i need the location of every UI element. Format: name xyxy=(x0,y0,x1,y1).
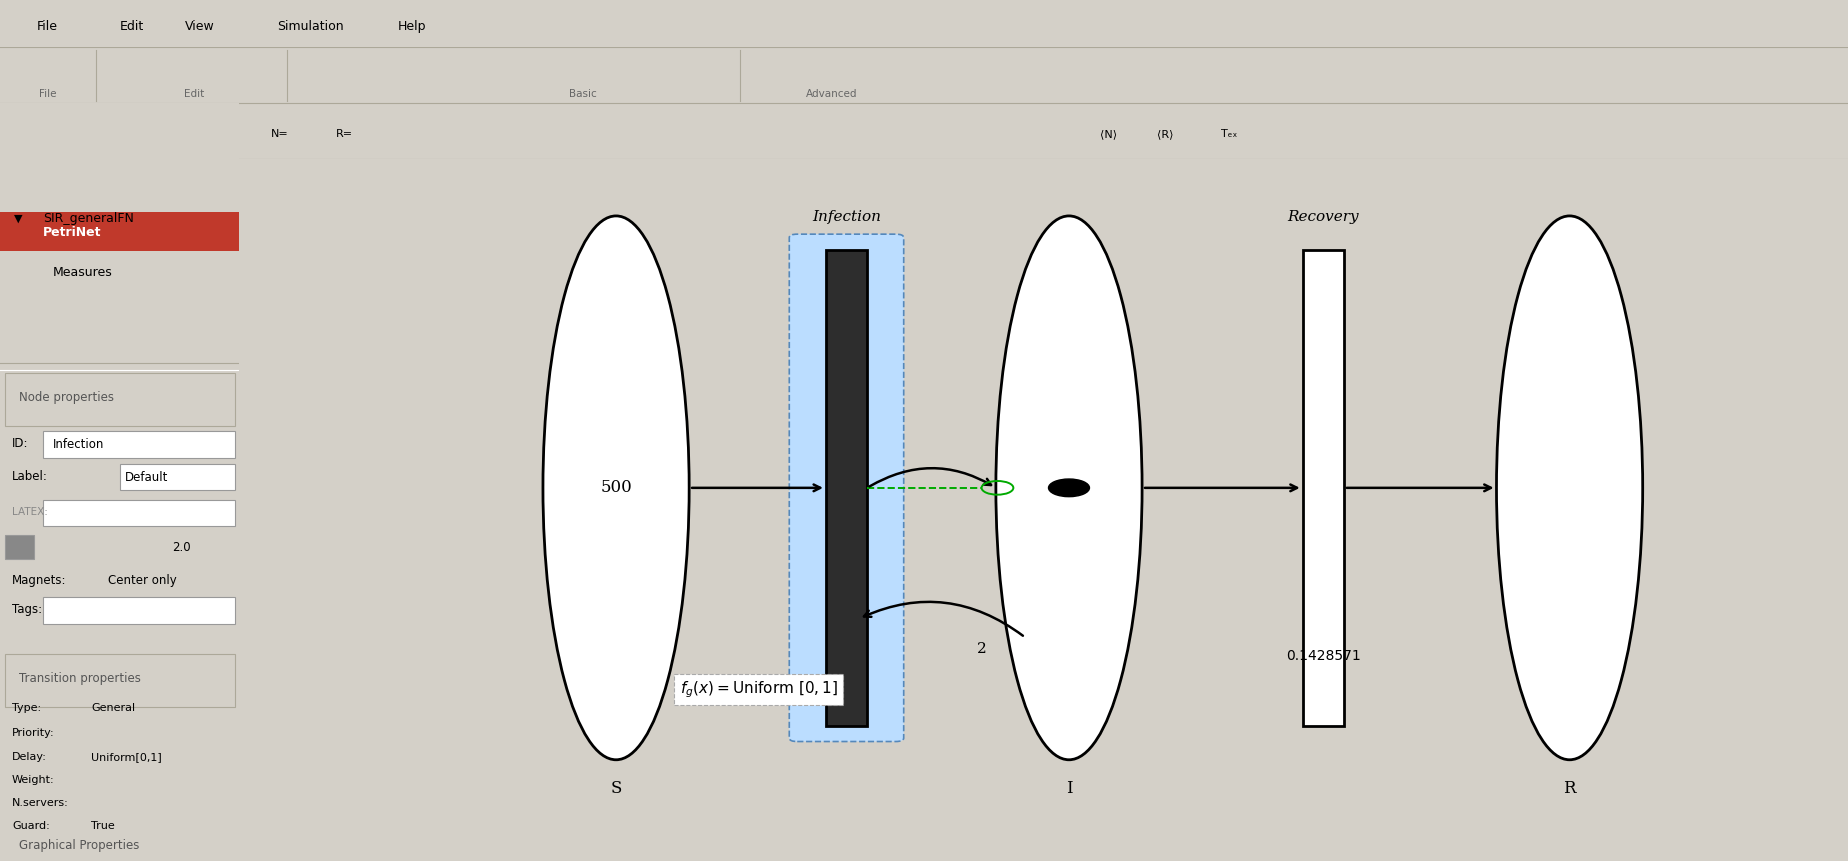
Text: ID:: ID: xyxy=(11,437,28,450)
FancyBboxPatch shape xyxy=(789,234,904,741)
Text: True: True xyxy=(91,821,115,831)
Text: Tags:: Tags: xyxy=(11,604,43,616)
Text: Infection: Infection xyxy=(811,210,880,224)
Text: Weight:: Weight: xyxy=(11,775,55,785)
Text: Tₑₓ: Tₑₓ xyxy=(1220,129,1236,139)
Text: I: I xyxy=(1064,780,1072,797)
Text: Node properties: Node properties xyxy=(18,392,115,405)
Text: ⟨R⟩: ⟨R⟩ xyxy=(1157,129,1172,139)
Text: Label:: Label: xyxy=(11,470,48,483)
Text: Edit: Edit xyxy=(120,20,144,33)
Text: Help: Help xyxy=(397,20,425,33)
Text: Basic: Basic xyxy=(567,89,597,99)
Ellipse shape xyxy=(543,216,689,759)
Bar xyxy=(43,430,235,457)
Text: Infection: Infection xyxy=(52,437,103,450)
Bar xyxy=(6,654,235,707)
Text: View: View xyxy=(185,20,214,33)
Bar xyxy=(1301,250,1343,726)
Text: Edit: Edit xyxy=(185,89,203,99)
Text: N.servers:: N.servers: xyxy=(11,798,68,808)
Ellipse shape xyxy=(996,216,1142,759)
Text: ⟨N⟩: ⟨N⟩ xyxy=(1100,129,1116,139)
Text: 2.0: 2.0 xyxy=(172,541,190,554)
Text: 2: 2 xyxy=(976,641,987,656)
Text: Transition properties: Transition properties xyxy=(18,672,140,685)
Text: Simulation: Simulation xyxy=(277,20,344,33)
Text: File: File xyxy=(37,20,57,33)
Bar xyxy=(826,250,867,726)
Text: Delay:: Delay: xyxy=(11,753,46,762)
Text: Type:: Type: xyxy=(11,703,41,713)
Text: N=: N= xyxy=(270,129,288,139)
Text: 0.1428571: 0.1428571 xyxy=(1284,648,1360,663)
Text: Default: Default xyxy=(124,471,168,484)
Bar xyxy=(120,464,235,491)
Text: 500: 500 xyxy=(601,480,632,496)
Text: $f_g(x) = \mathrm{Uniform}\ [0, 1]$: $f_g(x) = \mathrm{Uniform}\ [0, 1]$ xyxy=(680,679,837,700)
Bar xyxy=(0,212,240,251)
Text: Recovery: Recovery xyxy=(1286,210,1358,224)
Text: Measures: Measures xyxy=(52,266,113,280)
Text: Magnets:: Magnets: xyxy=(11,573,67,587)
Text: Center only: Center only xyxy=(107,573,176,587)
Ellipse shape xyxy=(1495,216,1641,759)
Bar xyxy=(43,598,235,624)
Bar xyxy=(6,374,235,426)
Bar xyxy=(6,535,33,560)
Text: R: R xyxy=(1563,780,1574,797)
Text: Guard:: Guard: xyxy=(11,821,50,831)
Circle shape xyxy=(1048,479,1088,497)
Text: Advanced: Advanced xyxy=(806,89,857,99)
Text: LATEX:: LATEX: xyxy=(11,507,48,517)
Text: Uniform[0,1]: Uniform[0,1] xyxy=(91,753,161,762)
Text: Priority:: Priority: xyxy=(11,728,55,738)
Text: ▼: ▼ xyxy=(15,214,22,224)
Text: R=: R= xyxy=(334,129,353,139)
Text: File: File xyxy=(39,89,57,99)
Bar xyxy=(43,499,235,526)
Text: General: General xyxy=(91,703,135,713)
Text: Graphical Properties: Graphical Properties xyxy=(18,839,139,852)
Text: PetriNet: PetriNet xyxy=(43,226,102,239)
Text: S: S xyxy=(610,780,621,797)
Text: SIR_generalFN: SIR_generalFN xyxy=(43,213,133,226)
